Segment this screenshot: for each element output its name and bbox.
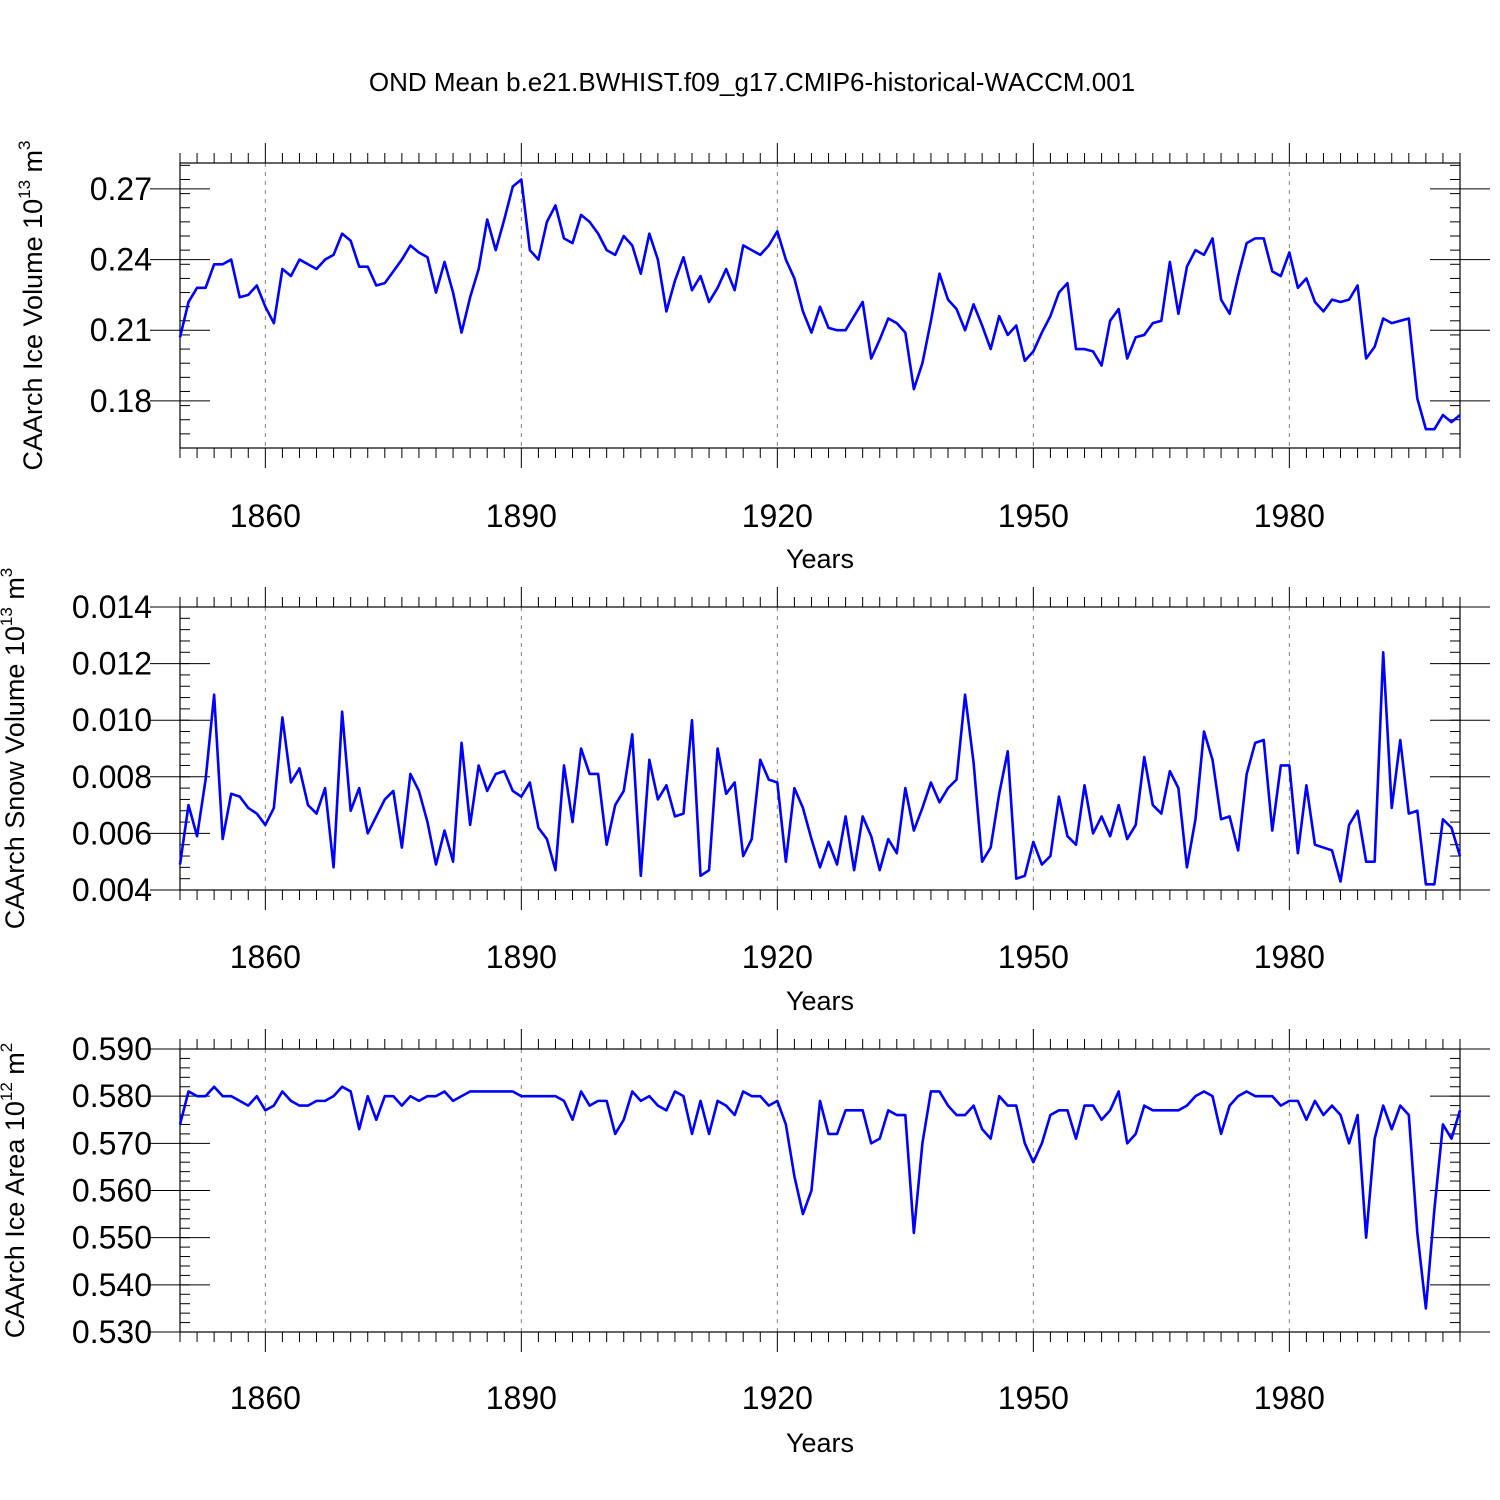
y-axis-label-unit-exponent: 2 — [0, 1043, 16, 1052]
x-tick-label: 1980 — [1254, 498, 1325, 534]
plot-frame — [179, 1048, 1461, 1333]
x-tick-label: 1980 — [1254, 1380, 1325, 1416]
x-tick-label: 1860 — [230, 498, 301, 534]
y-axis-label-exponent: 12 — [0, 1082, 16, 1101]
y-tick-label: 0.006 — [72, 815, 152, 851]
panel-snow-volume: 0.004 0.006 0.008 0.010 0.012 0.014 1860 1890 19… — [0, 568, 1490, 1016]
panel-ice-area: 0.530 0.540 0.550 0.560 0.570 0.580 0.590 1860 1… — [0, 1029, 1490, 1458]
panel-ice-volume: 0.18 0.21 0.24 0.27 1860 1890 1920 1950 1980 Year… — [15, 140, 1490, 574]
y-axis-label-text: CAArch Snow Volume 10 — [0, 626, 30, 929]
y-tick-label: 0.540 — [72, 1267, 152, 1303]
y-tick-label: 0.008 — [72, 759, 152, 795]
x-tick-label: 1920 — [742, 939, 813, 975]
y-axis-label: CAArch Snow Volume 1013 m3 — [0, 568, 30, 930]
y-tick-label: 0.530 — [72, 1314, 152, 1350]
y-axis-label-unit-exponent: 3 — [0, 568, 16, 577]
x-axis-label: Years — [786, 986, 854, 1016]
y-tick-label: 0.18 — [90, 383, 152, 419]
y-tick-label: 0.550 — [72, 1220, 152, 1256]
y-tick-label: 0.004 — [72, 872, 152, 908]
x-tick-label: 1920 — [742, 1380, 813, 1416]
x-tick-label: 1860 — [230, 1380, 301, 1416]
y-tick-label: 0.21 — [90, 312, 152, 348]
y-axis-label: CAArch Ice Area 1012 m2 — [0, 1043, 30, 1339]
y-tick-label: 0.24 — [90, 242, 152, 278]
y-tick-label: 0.012 — [72, 646, 152, 682]
x-tick-label: 1950 — [998, 1380, 1069, 1416]
y-tick-label: 0.570 — [72, 1125, 152, 1161]
y-axis-label-unit: m — [0, 1052, 30, 1082]
y-axis-label-unit: m — [0, 577, 30, 607]
x-axis-label: Years — [786, 544, 854, 574]
series-line-snow-volume — [178, 650, 1462, 886]
x-tick-label: 1920 — [742, 498, 813, 534]
x-tick-label: 1980 — [1254, 939, 1325, 975]
x-tick-label: 1950 — [998, 498, 1069, 534]
y-tick-label: 0.580 — [72, 1078, 152, 1114]
x-tick-label: 1860 — [230, 939, 301, 975]
y-tick-label: 0.27 — [90, 171, 152, 207]
x-axis-label: Years — [786, 1428, 854, 1458]
y-axis-label-unit: m — [18, 150, 48, 180]
series-line-ice-volume — [178, 178, 1461, 431]
x-tick-label: 1890 — [486, 498, 557, 534]
y-axis-label-exponent: 13 — [15, 180, 34, 199]
x-tick-label: 1890 — [486, 1380, 557, 1416]
series-line-ice-area — [178, 1085, 1462, 1310]
x-tick-label: 1950 — [998, 939, 1069, 975]
y-axis-label-unit-exponent: 3 — [15, 140, 34, 149]
y-tick-label: 0.010 — [72, 702, 152, 738]
figure-title: OND Mean b.e21.BWHIST.f09_g17.CMIP6-hist… — [369, 67, 1135, 97]
x-tick-label: 1890 — [486, 939, 557, 975]
plot-frame — [179, 606, 1461, 891]
plot-frame — [179, 162, 1461, 449]
y-axis-label-text: CAArch Ice Volume 10 — [18, 199, 48, 471]
y-tick-label: 0.590 — [72, 1031, 152, 1067]
y-axis-label-text: CAArch Ice Area 10 — [0, 1101, 30, 1338]
y-tick-label: 0.014 — [72, 589, 152, 625]
y-tick-label: 0.560 — [72, 1173, 152, 1209]
y-axis-label: CAArch Ice Volume 1013 m3 — [15, 140, 48, 470]
y-axis-label-exponent: 13 — [0, 607, 16, 626]
